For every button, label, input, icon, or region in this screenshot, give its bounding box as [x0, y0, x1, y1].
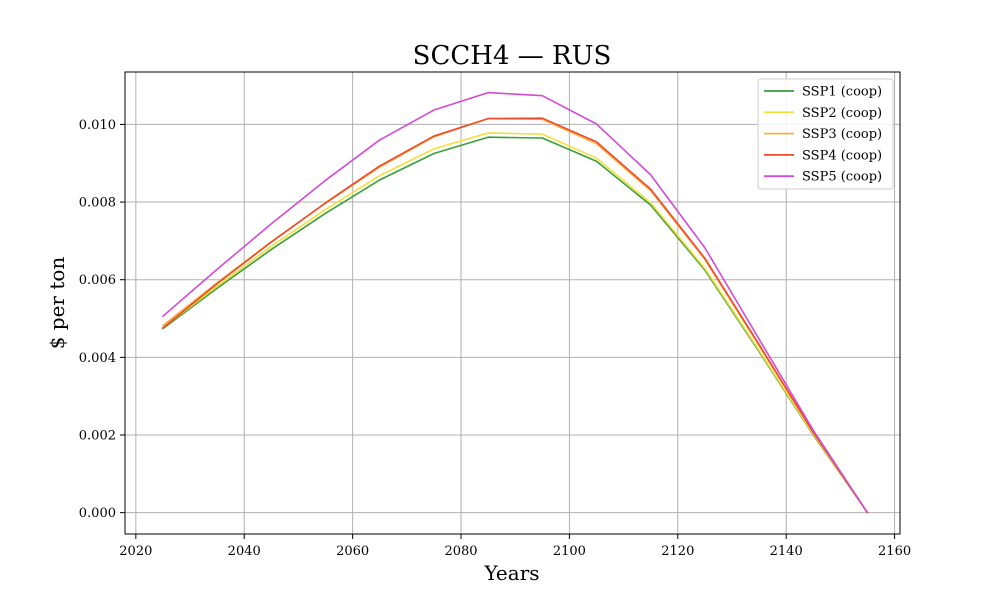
legend-label-ssp2: SSP2 (coop): [802, 106, 882, 121]
legend-label-ssp1: SSP1 (coop): [802, 85, 882, 100]
y-tick-label: 0.004: [79, 351, 116, 366]
y-tick-label: 0.000: [79, 506, 116, 521]
y-tick-label: 0.010: [79, 118, 116, 133]
series-line-ssp5: [162, 91, 869, 514]
x-tick-label: 2120: [661, 544, 694, 559]
legend: SSP1 (coop) SSP2 (coop) SSP3 (coop) SSP4 (c…: [757, 78, 894, 190]
y-tick-label: 0.006: [79, 273, 116, 288]
x-axis-ticks: 2020 2040 2060 2080 2100 2120 2140 2160: [119, 534, 911, 559]
x-tick-label: 2140: [770, 544, 803, 559]
x-tick-label: 2060: [336, 544, 369, 559]
series-lines: [162, 91, 869, 514]
legend-box: [757, 78, 894, 190]
x-tick-label: 2100: [553, 544, 586, 559]
legend-label-ssp5: SSP5 (coop): [802, 170, 882, 185]
series-line-ssp4: [162, 117, 869, 514]
y-axis-label: $ per ton: [45, 257, 69, 350]
chart-title: SCCH4 — RUS: [413, 41, 612, 71]
legend-label-ssp4: SSP4 (coop): [802, 148, 882, 163]
x-axis-label: Years: [483, 561, 539, 585]
y-tick-label: 0.002: [79, 429, 116, 444]
x-tick-label: 2020: [119, 544, 152, 559]
y-tick-label: 0.008: [79, 196, 116, 211]
series-line-ssp2: [162, 132, 869, 514]
legend-label-ssp3: SSP3 (coop): [802, 127, 882, 142]
x-tick-label: 2080: [444, 544, 477, 559]
series-line-ssp1: [162, 136, 869, 514]
x-tick-label: 2040: [228, 544, 261, 559]
plot-frame: [124, 71, 901, 535]
y-axis-ticks: 0.000 0.002 0.004 0.006 0.008 0.010: [79, 118, 125, 521]
x-tick-label: 2160: [878, 544, 911, 559]
